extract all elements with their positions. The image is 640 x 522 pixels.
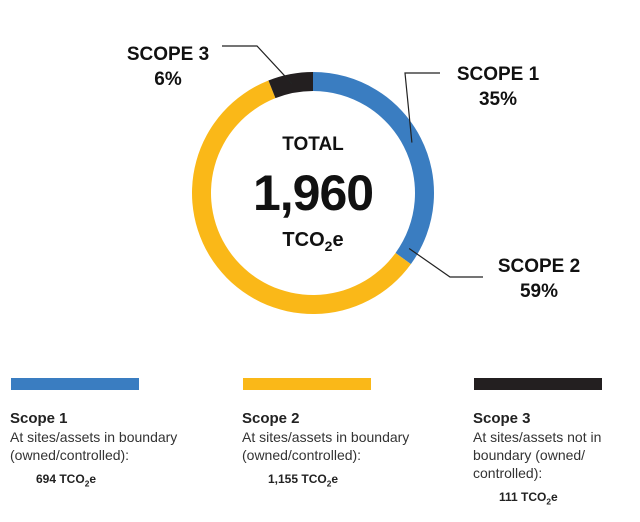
callout-scope-1-percent: 35% <box>478 89 518 110</box>
donut-slice-scope-1 <box>313 72 434 265</box>
legend-scope-3-description: At sites/assets not in boundary (owned/ … <box>473 429 602 481</box>
leader-line-scope-3 <box>222 45 293 85</box>
legend-scope-1: Scope 1 At sites/assets in boundary (own… <box>10 378 182 488</box>
total-value: 1,960 <box>252 165 374 221</box>
legend-scope-1-description: At sites/assets in boundary (owned/contr… <box>10 429 178 463</box>
legend-scope-2-title: Scope 2 <box>242 410 300 427</box>
leader-line-scope-2 <box>408 248 483 278</box>
callout-scope-2: SCOPE 2 59% <box>484 254 594 304</box>
legend-scope-3-value: 111 TCO2e <box>499 490 558 507</box>
legend-scope-3-swatch <box>474 378 602 390</box>
callout-scope-1-name: SCOPE 1 <box>456 64 540 85</box>
legend-scope-2: Scope 2 At sites/assets in boundary (own… <box>242 378 414 488</box>
legend-scope-3: Scope 3 At sites/assets not in boundary … <box>473 378 640 506</box>
legend-scope-1-title: Scope 1 <box>10 410 68 427</box>
legend-scope-1-swatch <box>11 378 139 390</box>
legend-scope-1-value: 694 TCO2e <box>36 472 97 489</box>
donut-slice-scope-3 <box>268 72 313 99</box>
legend-scope-2-value: 1,155 TCO2e <box>268 472 339 489</box>
callout-scope-2-name: SCOPE 2 <box>497 256 581 277</box>
callout-scope-3: SCOPE 3 6% <box>118 42 218 92</box>
legend-scope-2-description: At sites/assets in boundary (owned/contr… <box>242 429 410 463</box>
callout-scope-1: SCOPE 1 35% <box>448 62 548 112</box>
callout-scope-3-percent: 6% <box>154 69 182 90</box>
leader-line-scope-1 <box>404 72 440 143</box>
total-label: TOTAL <box>282 134 344 155</box>
legend-scope-2-swatch <box>243 378 371 390</box>
legend-scope-3-title: Scope 3 <box>473 410 531 427</box>
callout-scope-3-name: SCOPE 3 <box>126 44 210 65</box>
total-unit: TCO2e <box>282 229 344 254</box>
donut-chart <box>191 45 483 315</box>
callout-scope-2-percent: 59% <box>519 281 559 302</box>
